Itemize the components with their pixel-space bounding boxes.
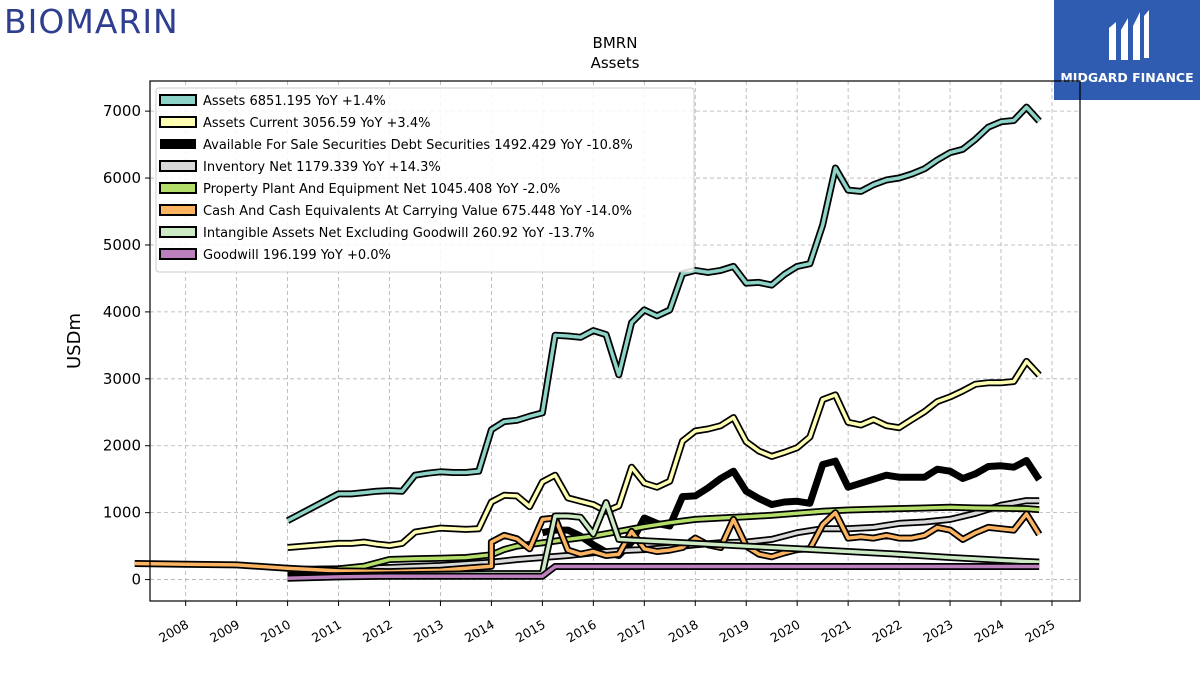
midgard-logo-mark-icon	[1109, 10, 1149, 60]
x-tick-label: 2021	[819, 617, 854, 646]
x-tick-label: 2019	[717, 617, 752, 646]
y-tick-label: 1000	[103, 504, 141, 522]
x-tick-label: 2016	[564, 617, 599, 646]
x-tick-label: 2025	[1022, 617, 1057, 646]
chart-subtitle: Assets	[591, 54, 640, 72]
series-lines	[134, 103, 1043, 582]
legend-entry: Cash And Cash Equivalents At Carrying Va…	[203, 204, 632, 219]
legend-swatch	[159, 116, 197, 128]
x-tick-label: 2017	[615, 617, 650, 646]
legend-entry: Available For Sale Securities Debt Secur…	[203, 138, 633, 153]
y-tick-label: 6000	[103, 169, 141, 187]
legend-entry: Property Plant And Equipment Net 1045.40…	[203, 182, 560, 197]
legend-swatch	[159, 204, 197, 216]
x-tick-label: 2014	[462, 617, 497, 646]
y-tick-label: 4000	[103, 303, 141, 321]
legend: Assets 6851.195 YoY +1.4% Assets Current …	[155, 87, 695, 273]
legend-box	[155, 87, 695, 273]
series-0	[285, 103, 1042, 524]
x-tick-label: 2022	[870, 617, 905, 646]
legend-entry: Intangible Assets Net Excluding Goodwill…	[203, 226, 594, 241]
chart-title: BMRN	[593, 34, 638, 52]
series-line	[287, 564, 1040, 580]
x-tick-label: 2023	[921, 617, 956, 646]
x-tick-label: 2020	[768, 617, 803, 646]
series-1	[287, 357, 1042, 551]
x-tick-label: 2024	[971, 617, 1006, 646]
y-tick-label: 7000	[103, 102, 141, 120]
x-tick-label: 2008	[156, 617, 191, 646]
legend-entry: Assets 6851.195 YoY +1.4%	[203, 94, 386, 109]
legend-swatch	[160, 139, 196, 149]
x-tick-label: 2010	[258, 617, 293, 646]
x-tick-label: 2018	[666, 617, 701, 646]
legend-entry: Inventory Net 1179.339 YoY +14.3%	[203, 160, 441, 175]
biomarin-logo: BIOMARIN	[4, 2, 179, 41]
y-tick-label: 5000	[103, 236, 141, 254]
legend-swatch	[159, 248, 197, 260]
midgard-logo-text: MIDGARD FINANCE	[1060, 70, 1194, 85]
y-tick-label: 0	[131, 571, 141, 589]
series-4	[287, 503, 1040, 574]
x-tick-label: 2011	[309, 617, 344, 646]
x-tick-label: 2009	[207, 617, 242, 646]
y-tick-label: 3000	[103, 370, 141, 388]
series-line	[286, 105, 1041, 523]
legend-swatch	[159, 182, 197, 194]
legend-swatch	[159, 226, 197, 238]
legend-swatch	[159, 160, 197, 172]
plot-frame	[149, 80, 1081, 602]
y-tick-label: 2000	[103, 437, 141, 455]
legend-swatch	[159, 94, 197, 106]
midgard-finance-logo: MIDGARD FINANCE	[1054, 0, 1200, 100]
series-line	[287, 359, 1041, 550]
y-axis-label: USDm	[64, 313, 85, 369]
series-7	[287, 563, 1040, 582]
series-line	[287, 505, 1040, 572]
x-tick-label: 2013	[411, 617, 446, 646]
legend-entry: Assets Current 3056.59 YoY +3.4%	[203, 116, 430, 131]
x-tick-label: 2012	[360, 617, 395, 646]
x-tick-label: 2015	[513, 617, 548, 646]
legend-entry: Goodwill 196.199 YoY +0.0%	[203, 248, 391, 263]
